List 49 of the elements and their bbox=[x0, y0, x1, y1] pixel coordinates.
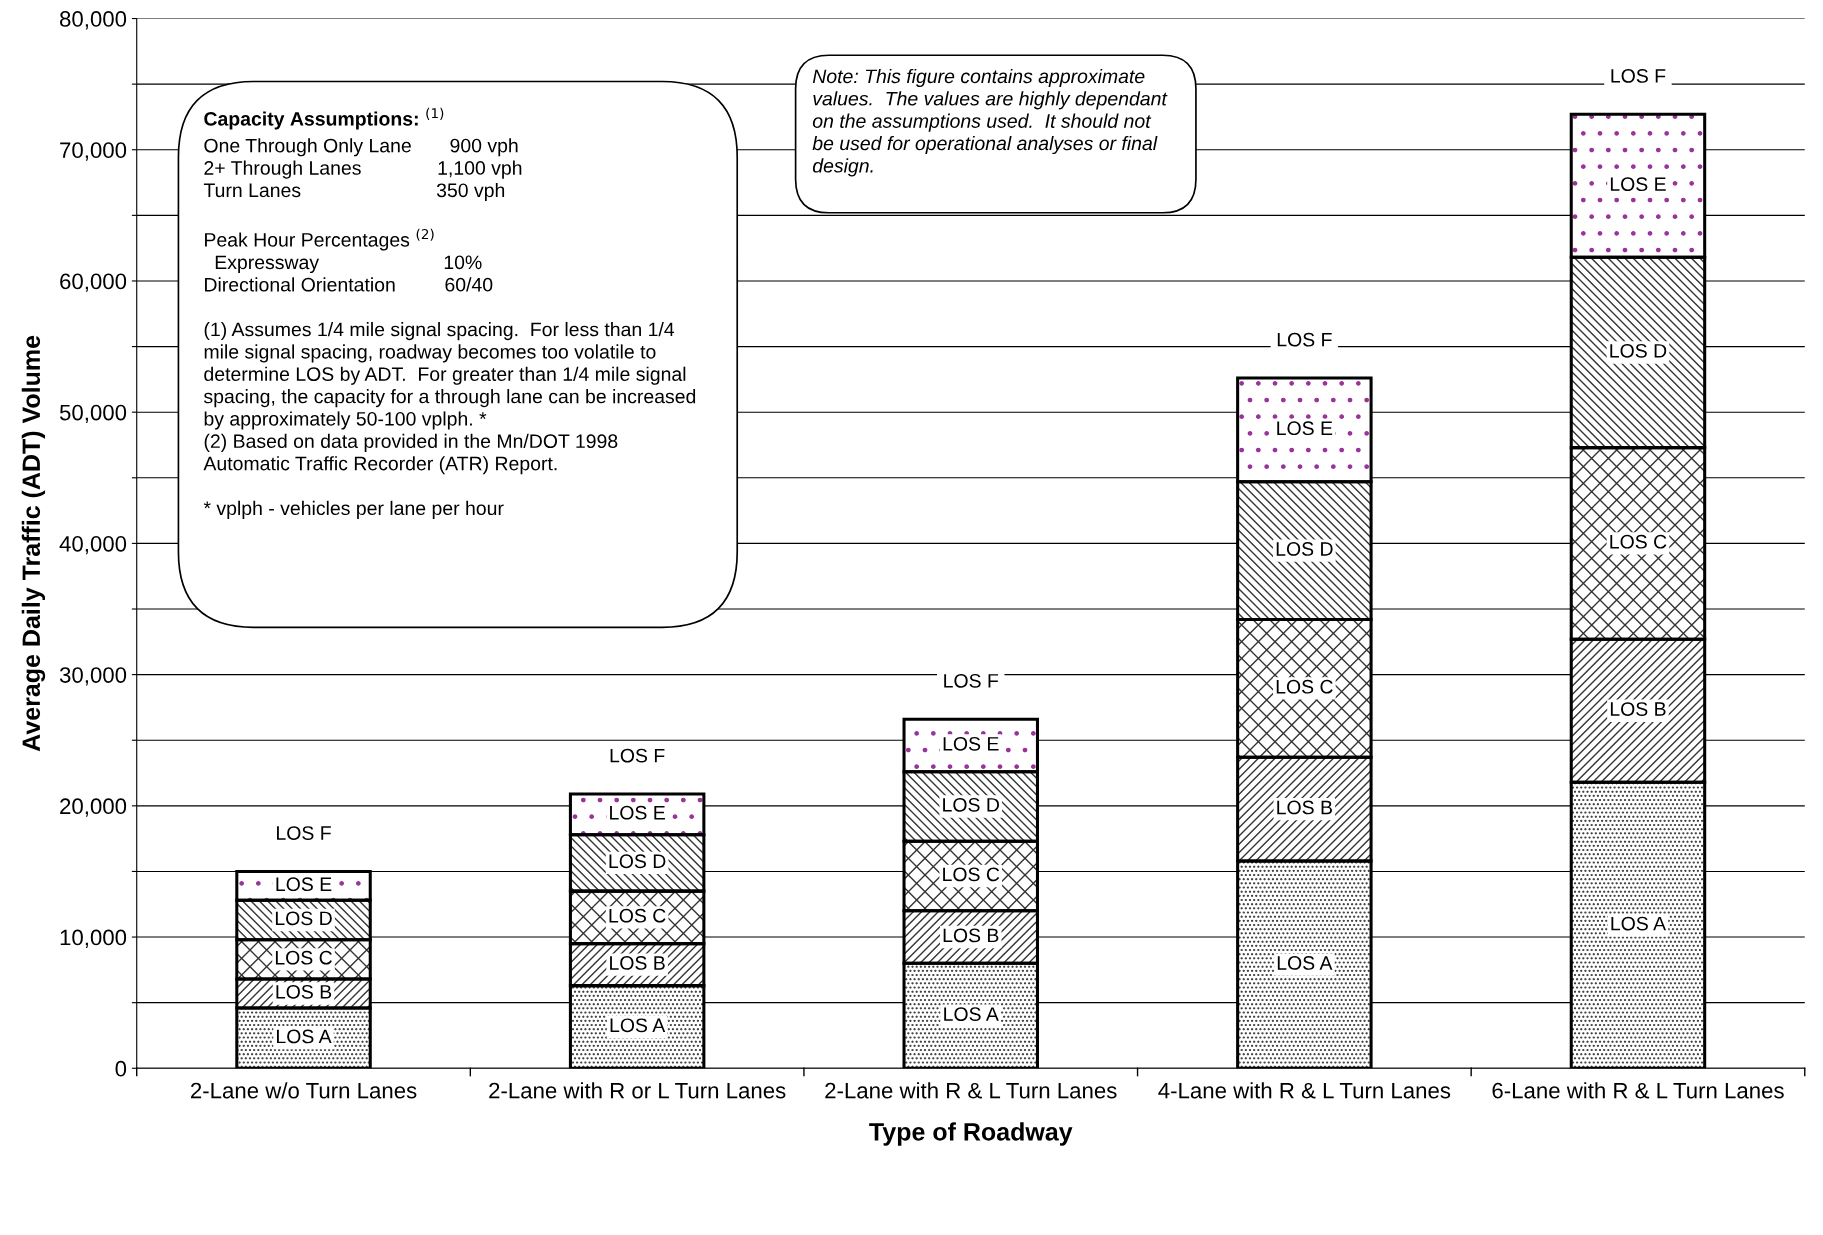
annotation: Capacity Assumptions: $^{(1)}$ bbox=[204, 107, 444, 130]
text: LOS B bbox=[943, 928, 999, 943]
x-tick-label: 2-Lane w/o Turn Lanes bbox=[191, 1082, 417, 1099]
x-tick-label: 6-Lane with R & L Turn Lanes bbox=[1492, 1082, 1784, 1099]
text: LOS A bbox=[610, 1018, 666, 1033]
text: LOS E bbox=[610, 805, 665, 820]
x-axis-title: Type of Roadway bbox=[869, 1122, 1073, 1146]
text: LOS C bbox=[943, 867, 1000, 882]
series-label: LOS A bbox=[277, 1029, 332, 1044]
text: LOS A bbox=[944, 1007, 999, 1022]
x-tick-label: 4-Lane with R & L Turn Lanes bbox=[1158, 1082, 1451, 1099]
text: LOS C bbox=[609, 908, 666, 923]
y-tick-label: 80,000 bbox=[60, 11, 127, 30]
x-tick-label: 2-Lane with R & L Turn Lanes bbox=[825, 1082, 1117, 1099]
y-tick-label: 40,000 bbox=[59, 535, 127, 555]
text: LOS B bbox=[610, 956, 665, 970]
annotation: LOS F bbox=[944, 673, 999, 688]
text: LOS E bbox=[1610, 177, 1666, 192]
x-tick-label: 2-Lane with R or L Turn Lanes bbox=[489, 1082, 786, 1099]
y-tick-label: 10,000 bbox=[60, 929, 127, 948]
series-label: LOS B bbox=[276, 984, 332, 999]
y-tick-label: 60,000 bbox=[60, 273, 127, 292]
annotation: Note: This figure contains approximate values. The values are highly dependant on the assumptions used. It should not be used for operational analyses or final design. bbox=[812, 68, 1168, 177]
annotation: LOS F bbox=[1277, 332, 1332, 347]
annotation: LOS F bbox=[610, 748, 665, 763]
text: LOS D bbox=[1276, 542, 1333, 556]
text: LOS E bbox=[1277, 421, 1333, 436]
text: LOS C bbox=[1276, 679, 1333, 694]
annotation: LOS F bbox=[277, 826, 331, 840]
text: LOS E bbox=[943, 736, 999, 751]
text: LOS A bbox=[1611, 916, 1667, 931]
series-label: LOS C bbox=[275, 950, 332, 965]
text: LOS D bbox=[609, 854, 666, 869]
text: LOS D bbox=[1610, 343, 1667, 358]
y-tick-label: 0 bbox=[115, 1060, 127, 1077]
text: LOS B bbox=[1610, 702, 1666, 716]
series-label: LOS E bbox=[276, 877, 332, 892]
text: LOS D bbox=[943, 797, 999, 812]
text: LOS B bbox=[1277, 800, 1332, 815]
annotation: LOS F bbox=[1611, 69, 1666, 83]
y-tick-label: 50,000 bbox=[59, 404, 127, 424]
y-axis-title: Average Daily Traffic (ADT) Volume bbox=[21, 335, 46, 752]
y-tick-label: 70,000 bbox=[60, 142, 127, 161]
series-label: LOS D bbox=[275, 911, 332, 926]
y-tick-label: 30,000 bbox=[59, 667, 127, 686]
text: LOS C bbox=[1610, 534, 1667, 549]
text: One Through Only Lane 900 vph 2+ Through Lanes 1,100 vph Turn Lanes 350 vph Peak Hour Percentages $^{(2)}$ Expressway 10% Directional Orientation 60/40 (1) Assumes 1/4 mile signal spacing. For less than 1/4 mile signal spacing, roadway becomes too volatile to determine LOS by ADT. For greater than 1/4 mile signal spacing, the capacity for a through lane can be increased by approximately 50-100 vplph. * (2) Based on data provided in the Mn/DOT 1998 Automatic Traffic Recorder (ATR) Report. * vplph - vehicles per lane per hour bbox=[203, 138, 696, 519]
y-tick-label: 20,000 bbox=[60, 798, 127, 817]
text: LOS A bbox=[1277, 956, 1333, 970]
